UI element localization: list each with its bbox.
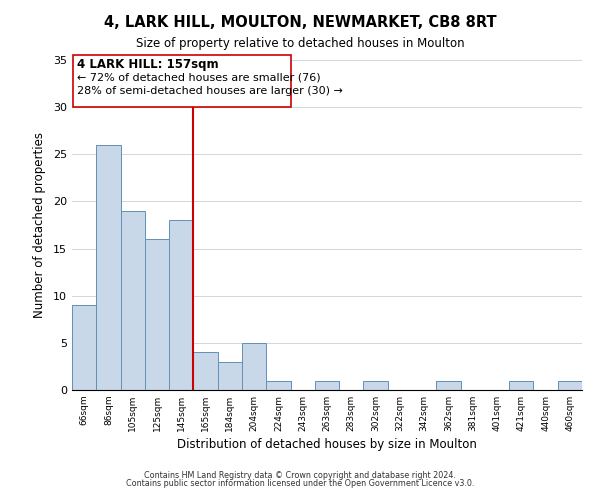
Bar <box>364 380 388 390</box>
Text: 4 LARK HILL: 157sqm: 4 LARK HILL: 157sqm <box>77 58 218 71</box>
Bar <box>169 220 193 390</box>
Bar <box>436 380 461 390</box>
FancyBboxPatch shape <box>73 56 290 107</box>
Text: Size of property relative to detached houses in Moulton: Size of property relative to detached ho… <box>136 38 464 51</box>
Bar <box>193 352 218 390</box>
Bar <box>242 343 266 390</box>
Bar <box>509 380 533 390</box>
Bar <box>218 362 242 390</box>
Bar <box>72 305 96 390</box>
Text: Contains HM Land Registry data © Crown copyright and database right 2024.: Contains HM Land Registry data © Crown c… <box>144 471 456 480</box>
Text: Contains public sector information licensed under the Open Government Licence v3: Contains public sector information licen… <box>126 478 474 488</box>
Text: 4, LARK HILL, MOULTON, NEWMARKET, CB8 8RT: 4, LARK HILL, MOULTON, NEWMARKET, CB8 8R… <box>104 15 496 30</box>
Text: ← 72% of detached houses are smaller (76): ← 72% of detached houses are smaller (76… <box>77 72 320 83</box>
Bar <box>96 145 121 390</box>
Bar <box>266 380 290 390</box>
Bar <box>558 380 582 390</box>
Bar <box>315 380 339 390</box>
Bar <box>145 239 169 390</box>
Y-axis label: Number of detached properties: Number of detached properties <box>33 132 46 318</box>
Text: 28% of semi-detached houses are larger (30) →: 28% of semi-detached houses are larger (… <box>77 86 343 97</box>
X-axis label: Distribution of detached houses by size in Moulton: Distribution of detached houses by size … <box>177 438 477 451</box>
Bar <box>121 211 145 390</box>
